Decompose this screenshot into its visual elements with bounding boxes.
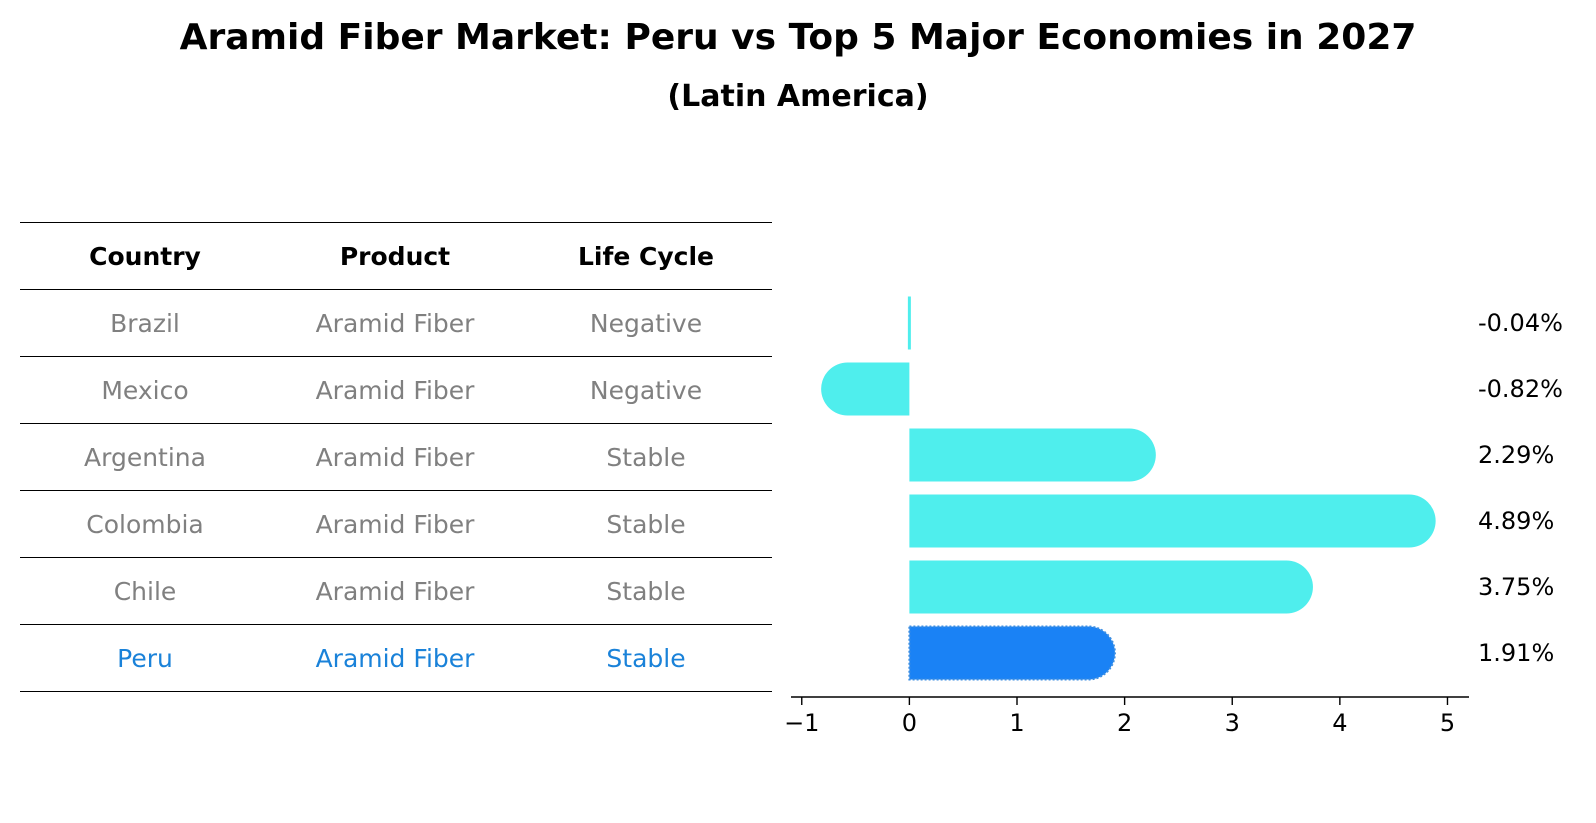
value-label-brazil: -0.04%: [1478, 309, 1563, 337]
value-label-colombia: 4.89%: [1478, 507, 1554, 535]
x-tick-label: 3: [1225, 709, 1240, 737]
table-header-row: Country Product Life Cycle: [20, 223, 772, 290]
header-life-cycle: Life Cycle: [577, 241, 715, 271]
bar-mexico: [821, 362, 910, 416]
table-row-mexico: Mexico Aramid Fiber Negative: [20, 357, 772, 424]
bar-colombia: [909, 494, 1436, 548]
table-row-brazil: Brazil Aramid Fiber Negative: [20, 290, 772, 357]
table-row-argentina: Argentina Aramid Fiber Stable: [20, 424, 772, 491]
value-label-peru: 1.91%: [1478, 639, 1554, 667]
value-label-chile: 3.75%: [1478, 573, 1554, 601]
cell-life-cycle: Stable: [606, 509, 686, 539]
cell-life-cycle: Stable: [606, 576, 686, 606]
x-tick-label: 5: [1440, 709, 1455, 737]
bar-argentina: [909, 428, 1156, 482]
data-table: Country Product Life Cycle Brazil Aramid…: [20, 222, 772, 692]
x-tick-label: 1: [1009, 709, 1024, 737]
value-label-mexico: -0.82%: [1478, 375, 1563, 403]
cell-product: Aramid Fiber: [315, 509, 475, 539]
chart-title: Aramid Fiber Market: Peru vs Top 5 Major…: [179, 17, 1417, 58]
cell-product: Aramid Fiber: [315, 643, 475, 673]
x-tick-label: 4: [1332, 709, 1347, 737]
table-row-colombia: Colombia Aramid Fiber Stable: [20, 491, 772, 558]
bar-brazil: [907, 296, 911, 350]
cell-country: Brazil: [110, 308, 180, 338]
header-product: Product: [339, 241, 451, 271]
cell-country: Peru: [117, 643, 173, 673]
bar-chile: [909, 560, 1313, 614]
x-tick-label: 2: [1117, 709, 1132, 737]
cell-product: Aramid Fiber: [315, 576, 475, 606]
cell-country: Colombia: [86, 509, 204, 539]
table-row-chile: Chile Aramid Fiber Stable: [20, 558, 772, 625]
cell-life-cycle: Negative: [589, 375, 703, 405]
x-tick-label: 0: [902, 709, 917, 737]
cell-life-cycle: Stable: [606, 643, 686, 673]
cell-country: Mexico: [101, 375, 189, 405]
bar-peru: [908, 625, 1116, 681]
cell-product: Aramid Fiber: [315, 375, 475, 405]
table-row-peru: Peru Aramid Fiber Stable: [20, 625, 772, 692]
cell-life-cycle: Negative: [589, 308, 703, 338]
cell-product: Aramid Fiber: [315, 442, 475, 472]
chart-subtitle: (Latin America): [667, 79, 929, 114]
x-tick-label: −1: [784, 709, 819, 737]
cell-country: Argentina: [84, 442, 206, 472]
cell-product: Aramid Fiber: [315, 308, 475, 338]
value-label-argentina: 2.29%: [1478, 441, 1554, 469]
cell-country: Chile: [113, 576, 177, 606]
header-country: Country: [89, 241, 201, 271]
cell-life-cycle: Stable: [606, 442, 686, 472]
